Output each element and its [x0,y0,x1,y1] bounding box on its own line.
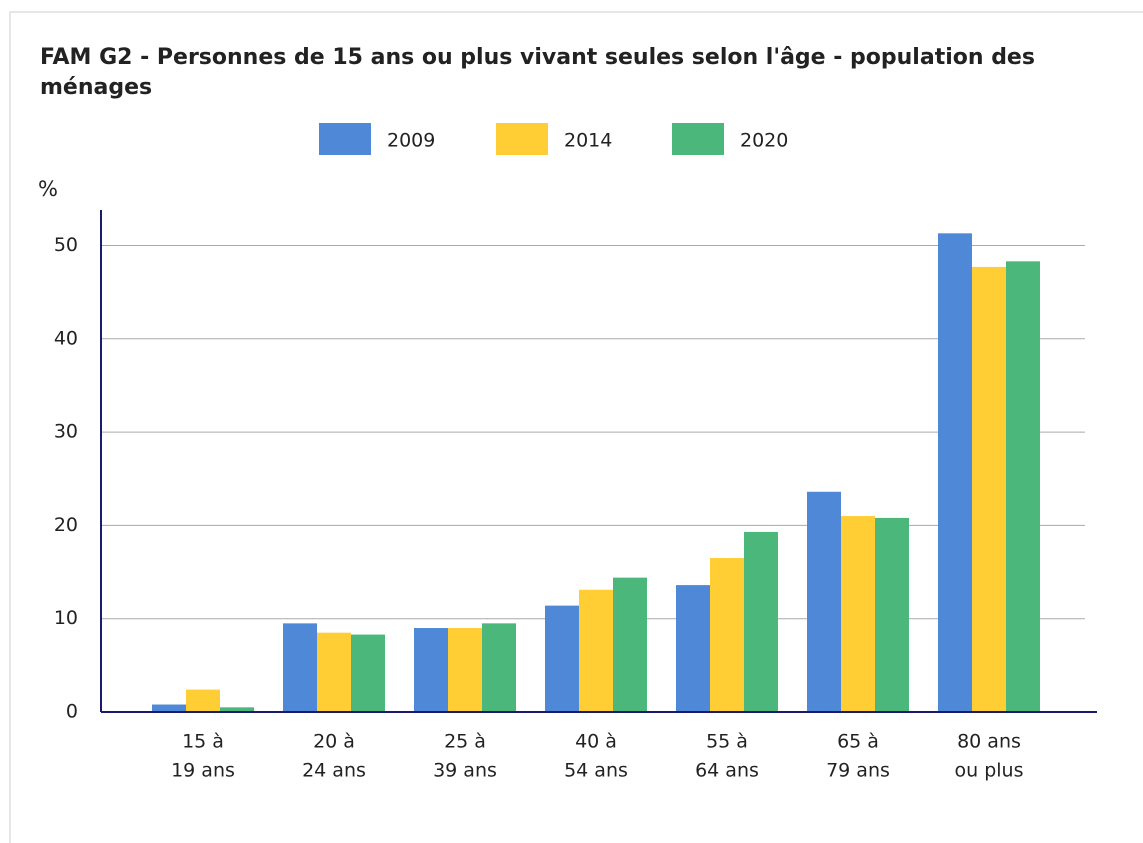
y-tick-label: 0 [66,701,78,723]
bar [545,605,579,712]
bar [220,707,254,712]
y-tick-label: 10 [54,607,78,629]
y-tick-label: 20 [54,514,78,536]
bar [676,585,710,712]
bar [414,628,448,712]
x-tick-label: 80 ans [957,731,1021,753]
x-tick-label: 55 à [706,731,748,753]
bar [317,632,351,712]
bar [351,634,385,712]
x-tick-label: 79 ans [826,760,890,782]
bar [710,558,744,712]
x-tick-label: 25 à [444,731,486,753]
y-tick-label: 50 [54,234,78,256]
bar [972,266,1006,712]
x-tick-label: 64 ans [695,760,759,782]
x-tick-label: 15 à [182,731,224,753]
legend-swatch [672,123,724,155]
bar [482,623,516,712]
x-tick-label: 54 ans [564,760,628,782]
y-tick-label: 30 [54,421,78,443]
bar [186,689,220,712]
chart-title: FAM G2 - Personnes de 15 ans ou plus viv… [40,45,1035,70]
x-tick-label: 20 à [313,731,355,753]
bar [875,517,909,712]
legend-label: 2009 [387,130,435,152]
bar [1006,261,1040,712]
chart-title: ménages [40,75,152,100]
bar [744,531,778,712]
y-tick-label: 40 [54,327,78,349]
bar [152,704,186,712]
bar [283,623,317,712]
legend-swatch [496,123,548,155]
x-tick-label: 24 ans [302,760,366,782]
legend-swatch [319,123,371,155]
bar [938,233,972,712]
x-tick-label: 65 à [837,731,879,753]
y-axis-label: % [38,177,58,201]
frame [9,11,1143,843]
x-tick-label: ou plus [955,760,1024,782]
legend-label: 2020 [740,130,788,152]
bar [613,577,647,712]
legend-label: 2014 [564,130,612,152]
bar [579,589,613,712]
x-tick-label: 19 ans [171,760,235,782]
bar [448,628,482,712]
bar [807,491,841,712]
x-tick-label: 40 à [575,731,617,753]
bar [841,516,875,712]
x-tick-label: 39 ans [433,760,497,782]
